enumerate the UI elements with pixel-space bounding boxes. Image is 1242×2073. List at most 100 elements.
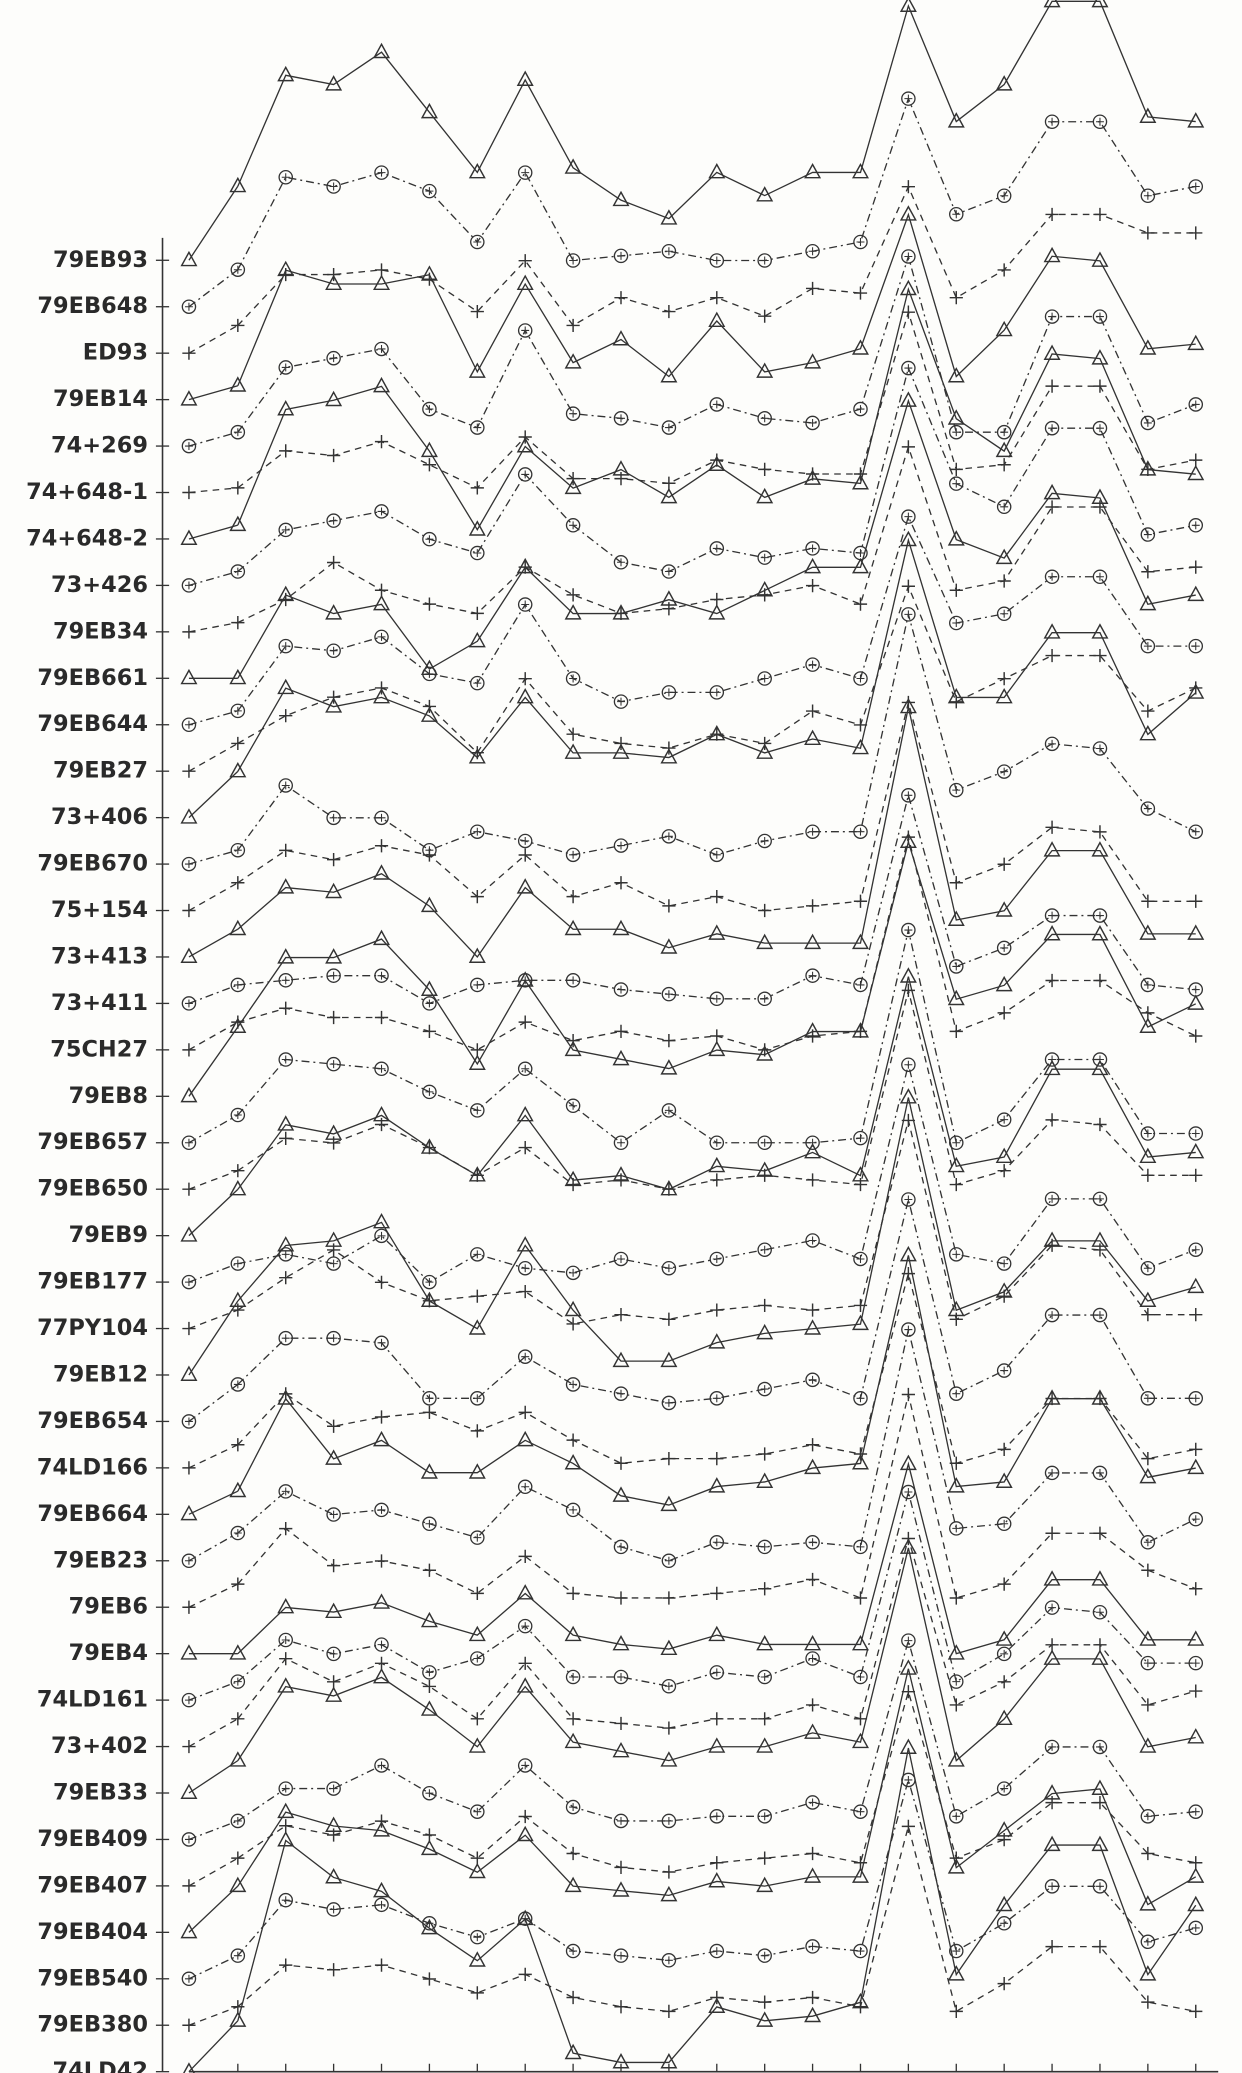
circle-ring: [278, 1247, 293, 1262]
triangle-marker: [947, 687, 965, 704]
plus-marker: [997, 1577, 1011, 1591]
circle-cross: [760, 994, 769, 1003]
circle-marker: [565, 406, 581, 421]
profile-start: [188, 1114, 239, 1144]
circle-ring: [996, 1112, 1012, 1127]
sample-label: ED93: [83, 340, 148, 366]
circle-marker: [1092, 1879, 1108, 1894]
circle-marker: [565, 973, 581, 988]
plus-marker: [231, 1164, 245, 1178]
triangle-marker: [947, 409, 965, 425]
triangle-marker: [564, 743, 582, 759]
triangle-marker: [660, 590, 678, 606]
circle-cross: [329, 1649, 338, 1658]
circle-ring: [613, 1669, 629, 1685]
circle-cross: [760, 1245, 769, 1254]
triangle-marker: [995, 1282, 1013, 1298]
circle-ring: [1092, 1191, 1108, 1207]
circle-cross: [808, 1236, 817, 1245]
sample-label: 73+413: [51, 943, 148, 969]
circle-ring: [853, 1804, 868, 1819]
circle-ring: [1140, 415, 1156, 431]
circle-marker: [230, 424, 246, 440]
circle-ring: [517, 467, 533, 482]
circle-cross: [521, 326, 530, 335]
triangle-marker: [180, 1644, 198, 1660]
circle-cross: [664, 1398, 673, 1407]
triangle-marker: [899, 1538, 917, 1554]
triangle-marker: [660, 1885, 678, 1902]
circle-cross: [904, 94, 913, 103]
circle-cross: [377, 1338, 386, 1347]
plus-marker: [997, 1006, 1011, 1020]
plus-marker: [279, 709, 293, 723]
circle-ring: [1044, 1052, 1060, 1067]
triangle-marker: [564, 919, 582, 936]
circle-ring: [374, 629, 389, 645]
triangle-marker: [516, 1236, 534, 1252]
circle-cross: [1048, 1468, 1057, 1477]
triangle-marker: [660, 487, 678, 504]
circle-marker: [1092, 1307, 1108, 1323]
plus-marker: [805, 704, 820, 718]
circle-cross: [760, 1385, 769, 1394]
plus-marker: [374, 583, 389, 597]
triangle-marker: [995, 975, 1013, 992]
circle-marker: [949, 424, 964, 440]
triangle-marker: [899, 205, 917, 221]
circle-marker: [901, 1057, 916, 1073]
plus-marker: [279, 444, 293, 458]
plus-marker: [1189, 560, 1203, 574]
circle-ring: [949, 206, 964, 222]
circle-ring: [1188, 638, 1204, 654]
circle-cross: [1191, 1659, 1200, 1668]
circle-marker: [996, 1646, 1012, 1662]
plus-marker: [327, 267, 341, 282]
triangle-marker: [612, 1049, 630, 1066]
plus-marker: [566, 727, 580, 741]
triangle-marker: [516, 274, 534, 291]
circle-marker: [1140, 1391, 1156, 1406]
triangle-marker: [612, 460, 630, 476]
circle-cross: [1000, 191, 1009, 200]
circle-cross: [856, 1542, 865, 1551]
circle-ring: [709, 991, 725, 1007]
circle-ring: [374, 810, 389, 826]
circle-marker: [1188, 1804, 1204, 1819]
circle-marker: [757, 1809, 772, 1824]
plus-marker: [566, 1433, 580, 1447]
plus-marker: [231, 615, 245, 630]
circle-ring: [949, 476, 964, 491]
triangle-marker: [804, 1723, 822, 1739]
plus-marker: [518, 430, 532, 444]
circle-cross: [521, 1622, 530, 1631]
circle-cross: [281, 976, 290, 985]
circle-marker: [853, 1130, 868, 1146]
circle-cross: [377, 1231, 386, 1240]
circle-marker: [949, 476, 964, 491]
plus-marker: [327, 448, 341, 463]
circle-ring: [374, 165, 389, 180]
plus-marker: [422, 1972, 437, 1986]
circle-ring: [1092, 1879, 1108, 1894]
triangle-marker: [1091, 1389, 1109, 1405]
plus-marker: [1093, 973, 1107, 988]
circle-cross: [856, 1947, 865, 1956]
plus-marker: [518, 1405, 532, 1419]
circle-marker: [1188, 1920, 1204, 1936]
plus-marker: [374, 1117, 389, 1132]
triangle-marker: [180, 1086, 198, 1103]
circle-marker: [1092, 1465, 1108, 1481]
triangle-marker: [229, 919, 247, 936]
circle-ring: [470, 675, 485, 691]
plus-marker: [327, 1010, 341, 1025]
circle-cross: [425, 187, 434, 196]
circle-marker: [1044, 420, 1060, 436]
profile-start: [188, 524, 239, 540]
circle-marker: [326, 1902, 341, 1917]
circle-marker: [661, 685, 677, 700]
circle-cross: [1000, 1919, 1009, 1928]
triangle-marker: [947, 1751, 965, 1767]
plus-marker: [997, 1675, 1011, 1689]
circle-cross: [856, 1134, 865, 1143]
